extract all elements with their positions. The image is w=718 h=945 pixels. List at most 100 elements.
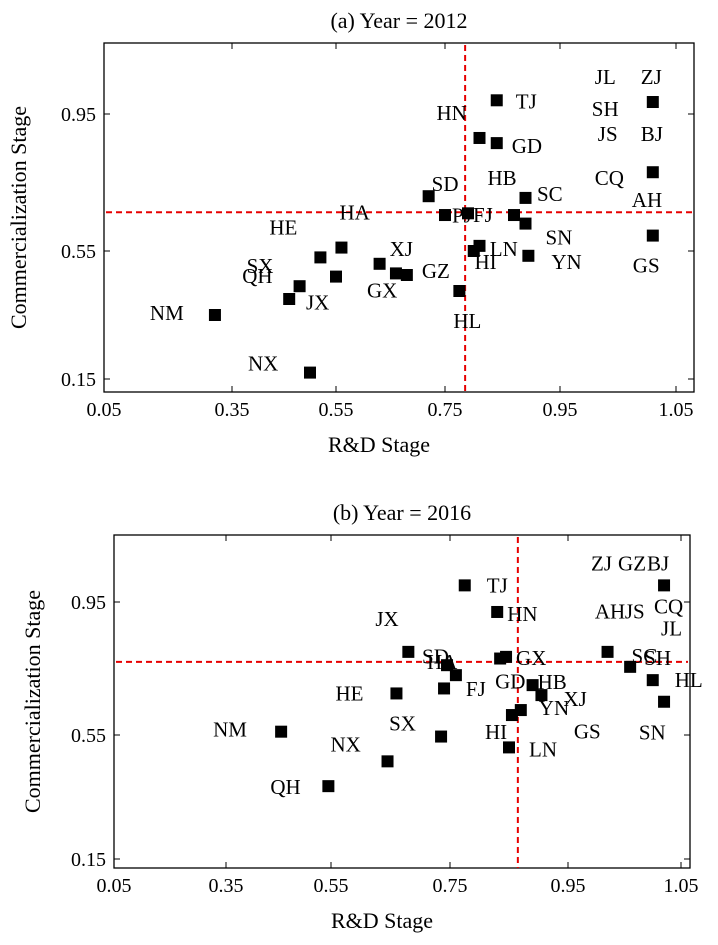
data-point-gs [646, 229, 659, 242]
point-label-hb: HB [488, 166, 517, 190]
data-point-tj [490, 94, 503, 107]
point-label-xj: XJ [390, 237, 413, 261]
data-point-qh [322, 780, 335, 793]
x-tick-label: 0.75 [428, 399, 463, 421]
point-label-ah: AH [632, 188, 662, 212]
point-label-hn: HN [507, 602, 537, 626]
point-label-yn: YN [551, 250, 581, 274]
data-point-sx [293, 280, 306, 293]
data-point-yn [514, 704, 527, 717]
point-label-he: HE [335, 681, 363, 705]
plot-frame [103, 42, 695, 393]
data-point-nx [381, 755, 394, 768]
data-point-hb [526, 679, 539, 692]
point-label-ln: LN [529, 737, 557, 761]
data-point-ln [503, 741, 515, 754]
y-tick-label: 0.15 [71, 849, 106, 871]
point-label-ln: LN [490, 237, 518, 261]
y-tick-label: 0.95 [61, 104, 96, 126]
point-label-gs: GS [574, 719, 601, 743]
point-label-qh: QH [270, 775, 300, 799]
point-label-tj: TJ [487, 573, 508, 597]
data-point-sd [422, 190, 435, 203]
point-label-jx: JX [375, 607, 398, 631]
point-label-he: HE [269, 215, 297, 239]
point-label-ha: HA [339, 201, 370, 225]
data-point-ha [335, 241, 348, 254]
data-point-hn [473, 131, 486, 144]
point-label-jl: JL [661, 616, 682, 640]
point-label-bj: BJ [647, 551, 669, 575]
data-point-xj [373, 257, 386, 270]
data-point-nm [208, 309, 221, 321]
data-point-ha [441, 659, 454, 672]
x-tick-label: 1.05 [659, 399, 694, 421]
point-label-sn: SN [639, 720, 666, 744]
data-point-fj [449, 669, 462, 682]
data-point-gx [389, 267, 402, 280]
point-label-gx: GX [367, 278, 397, 302]
point-label-js: JS [625, 600, 645, 624]
data-point-xj [535, 689, 548, 702]
data-point-ln [467, 245, 480, 257]
data-point-nm [275, 725, 288, 738]
data-point-sc [601, 645, 614, 658]
data-point-cq [646, 166, 659, 179]
point-label-cq: CQ [654, 594, 683, 618]
x-tick-label: 0.35 [209, 875, 244, 897]
point-label-hl: HL [453, 309, 481, 333]
y-tick-label: 0.55 [61, 241, 96, 263]
point-label-ah: AH [595, 600, 625, 624]
point-label-sd: SD [432, 172, 459, 196]
point-label-gs: GS [633, 254, 660, 278]
point-label-tj: TJ [516, 89, 537, 113]
data-point-zj [646, 96, 659, 109]
point-label-sn: SN [546, 226, 573, 250]
point-label-sx: SX [247, 254, 274, 278]
data-point-sc [508, 209, 520, 222]
point-label-fj: FJ [473, 203, 493, 227]
x-tick-label: 0.55 [319, 399, 354, 421]
x-tick-label: 0.55 [314, 875, 349, 897]
chart-title: (b) Year = 2016 [333, 500, 471, 525]
data-point-he [390, 687, 403, 700]
point-label-nx: NX [331, 732, 361, 756]
point-label-pj: PJ [452, 203, 472, 227]
data-point-hl [646, 674, 659, 687]
point-label-gd: GD [512, 134, 542, 158]
point-label-sx: SX [389, 712, 416, 736]
x-tick-label: 0.05 [87, 399, 122, 421]
data-point-hl [453, 285, 466, 297]
point-label-jx: JX [306, 291, 329, 315]
point-label-gx: GX [516, 646, 546, 670]
data-point-nx [304, 366, 316, 379]
data-point-tj [458, 579, 471, 592]
chart-panel-a: (a) Year = 2012 0.05 0.35 0.55 0.75 0.95 1.05 0… [6, 8, 695, 457]
point-label-qh: QH [242, 264, 272, 288]
y-tick-label: 0.55 [71, 725, 106, 747]
point-label-zj: ZJ [641, 65, 662, 89]
x-tick-label: 0.75 [433, 875, 468, 897]
chart-panel-b: (b) Year = 2016 0.05 0.35 0.55 0.75 0.95 1.05 0… [20, 500, 703, 933]
data-point-qh [283, 293, 296, 305]
data-point-bj [658, 579, 671, 592]
data-point-sh [624, 660, 637, 673]
point-label-cq: CQ [595, 166, 624, 190]
y-tick-label: 0.15 [61, 369, 96, 391]
point-label-nx: NX [248, 352, 278, 376]
point-label-hi: HI [475, 250, 497, 274]
chart-title: (a) Year = 2012 [330, 8, 467, 33]
y-axis-label: Commercialization Stage [20, 590, 45, 813]
point-label-zj: ZJ [591, 551, 612, 575]
point-label-bj: BJ [641, 122, 663, 146]
data-point-gd [494, 652, 507, 665]
point-label-gd: GD [495, 670, 525, 694]
point-label-js: JS [598, 122, 618, 146]
data-point-sd [438, 682, 451, 695]
data-point-fj [439, 209, 451, 222]
data-point-jx [330, 270, 342, 283]
x-tick-label: 0.05 [97, 875, 132, 897]
data-point-he [314, 251, 327, 264]
y-tick-label: 0.95 [71, 592, 106, 614]
